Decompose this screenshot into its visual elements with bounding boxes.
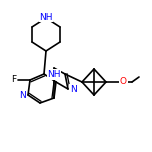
Text: NH: NH: [47, 70, 61, 79]
Text: F: F: [11, 76, 17, 85]
Text: O: O: [120, 78, 127, 86]
Text: N: N: [70, 85, 77, 93]
Text: NH: NH: [39, 12, 53, 21]
Text: N: N: [19, 90, 26, 100]
